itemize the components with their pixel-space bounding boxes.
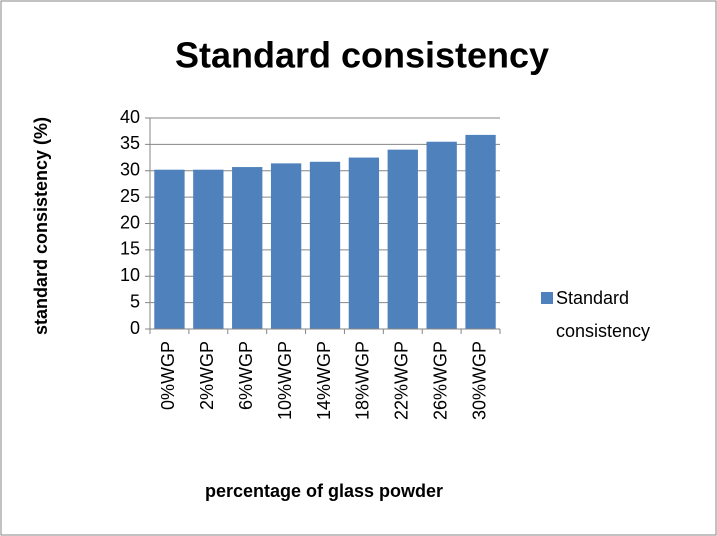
y-tick-label: 35 [120, 133, 140, 153]
y-tick-label: 30 [120, 160, 140, 180]
legend-item: Standard consistency [556, 288, 651, 341]
y-tick-label: 25 [120, 186, 140, 206]
y-tick-label: 15 [120, 239, 140, 259]
x-axis-label: percentage of glass powder [205, 481, 443, 501]
bar [348, 157, 380, 329]
bar [232, 167, 263, 329]
y-tick-label: 5 [130, 291, 140, 311]
x-tick-label: 6%WGP [236, 341, 256, 410]
y-tick-label: 0 [130, 318, 140, 338]
y-tick-label: 20 [120, 212, 140, 232]
bar [193, 169, 224, 329]
x-tick-label: 22%WGP [392, 341, 412, 420]
bar [426, 141, 457, 329]
legend-label: Standard consistency [556, 288, 651, 341]
bar [465, 134, 496, 329]
x-tick-label: 14%WGP [314, 341, 334, 420]
bar [309, 161, 341, 329]
x-tick-label: 10%WGP [275, 341, 295, 420]
x-tick-label: 26%WGP [430, 341, 450, 420]
chart-title: Standard consistency [175, 35, 549, 76]
y-tick-label: 10 [120, 265, 140, 285]
bar [387, 149, 418, 329]
bar [154, 169, 185, 329]
x-tick-label: 2%WGP [197, 341, 217, 410]
x-tick-label: 30%WGP [469, 341, 489, 420]
x-tick-label: 18%WGP [353, 341, 373, 420]
legend-swatch [541, 292, 553, 304]
y-tick-label: 40 [120, 107, 140, 127]
bar [270, 163, 302, 329]
x-tick-label: 0%WGP [158, 341, 178, 410]
y-axis-label: standard consistency (%) [31, 117, 51, 335]
